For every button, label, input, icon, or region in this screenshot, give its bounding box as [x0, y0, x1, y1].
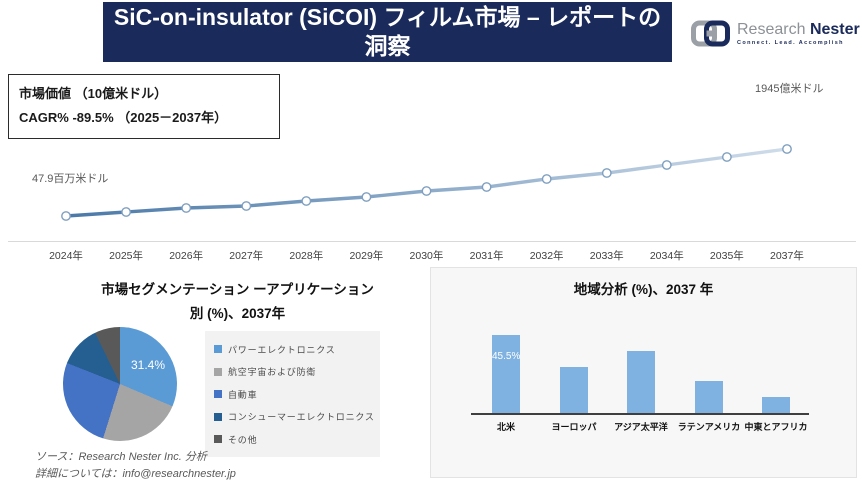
line-marker	[722, 152, 732, 162]
line-marker	[782, 144, 792, 154]
legend-label: 自動車	[228, 389, 258, 400]
x-axis-line	[8, 241, 856, 242]
pie-chart-title-line2: 別 (%)、2037年	[189, 305, 286, 321]
bar-chart-title: 地域分析 (%)、2037 年	[573, 282, 714, 297]
company-logo: Research Nester Connect. Lead. Accomplis…	[690, 10, 860, 58]
bar	[627, 350, 655, 413]
legend-swatch	[214, 412, 222, 421]
bar: 45.5%	[492, 335, 520, 413]
pie-legend: パワーエレクトロニクス 航空宇宙および防衛 自動車コンシューマーエレクトロニクス その…	[205, 331, 380, 457]
x-axis-label: 2026年	[169, 250, 204, 262]
legend-swatch	[214, 367, 222, 376]
line-marker	[301, 196, 312, 206]
line-marker	[241, 201, 252, 211]
line-marker	[481, 182, 492, 192]
legend-swatch	[214, 435, 222, 444]
bar-category-label: 中東とアフリカ	[744, 422, 808, 432]
legend-label: 航空宇宙および防衛	[228, 367, 317, 378]
line-marker	[121, 207, 132, 217]
application-pie-chart: 31.4%	[63, 327, 177, 441]
line-start-value-label: 47.9百万米ドル	[32, 173, 109, 185]
line-marker	[661, 160, 672, 170]
line-marker	[361, 192, 372, 202]
source-note: ソース：Research Nester Inc. 分析 詳細については：info…	[35, 449, 236, 482]
cagr-label: CAGR% -89.5% （2025－2037年）	[19, 110, 228, 126]
research-nester-logo-icon	[691, 20, 730, 47]
legend-item: パワーエレクトロニクス	[214, 338, 372, 361]
line-marker	[181, 203, 192, 213]
pie-chart-title-line1: 市場セグメンテーション ーアプリケーション	[101, 282, 374, 297]
legend-item: コンシューマーエレクトロニクス	[214, 406, 375, 429]
logo-name-primary: Research	[737, 20, 806, 38]
legend-label: パワーエレクトロニクス	[228, 344, 336, 355]
line-series	[64, 147, 789, 218]
legend-label: コンシューマーエレクトロニクス	[228, 412, 375, 423]
bar-chart-baseline	[471, 413, 809, 415]
page-title: SiC-on-insulator (SiCOI) フィルム市場 – レポートの洞…	[113, 4, 662, 59]
legend-swatch	[214, 345, 222, 354]
logo-text: Research Nester Connect. Lead. Accomplis…	[737, 20, 860, 47]
line-marker	[421, 186, 432, 196]
x-axis-label: 2027年	[229, 250, 264, 262]
legend-item: その他	[214, 428, 372, 451]
source-line: ソース：Research Nester Inc. 分析	[35, 451, 207, 463]
bar	[762, 396, 790, 413]
legend-label: その他	[228, 434, 258, 445]
x-axis-label: 2024年	[49, 250, 83, 262]
x-axis-label: 2037年	[770, 250, 804, 262]
bar-category-label: アジア太平洋	[614, 422, 668, 432]
bar-category-label: ラテンアメリカ	[677, 422, 741, 432]
x-axis-label: 2029年	[349, 250, 384, 262]
line-marker	[61, 211, 71, 221]
line-marker	[541, 174, 552, 184]
x-axis-label: 2025年	[109, 250, 143, 262]
x-axis-label: 2033年	[589, 250, 624, 262]
header-banner: SiC-on-insulator (SiCOI) フィルム市場 – レポートの洞…	[103, 2, 672, 62]
bar	[560, 366, 588, 413]
legend-swatch	[214, 390, 222, 399]
bar-category-label: 北米	[496, 422, 515, 432]
bar-value-label: 45.5%	[492, 351, 521, 363]
market-growth-line-chart	[61, 144, 792, 221]
x-axis-labels: 2024年 2025年 2026年 2027年 2028年 2029年 2030年 2031年…	[36, 248, 817, 263]
logo-tagline: Connect. Lead. Accomplish	[737, 39, 844, 46]
regional-analysis-panel: 地域分析 (%)、2037 年 45.5% 北米 ヨーロッパ アジア太平洋 ラテンアメリ…	[430, 267, 857, 478]
logo-name: Research Nester	[737, 20, 860, 38]
pie-slice-value-label: 31.4%	[130, 358, 166, 372]
x-axis-label: 2028年	[289, 250, 324, 262]
x-axis-label: 2035年	[709, 250, 744, 262]
x-axis-label: 2032年	[529, 250, 564, 262]
regional-bar-chart: 45.5% 北米 ヨーロッパ アジア太平洋 ラテンアメリカ 中東とアフリカ	[431, 268, 856, 477]
market-value-box: 市場価値 （10億米ドル） CAGR% -89.5% （2025－2037年）	[8, 74, 280, 140]
x-axis-label: 2030年	[409, 250, 444, 262]
bar-category-label: ヨーロッパ	[551, 422, 597, 432]
x-axis-label: 2031年	[469, 250, 504, 262]
legend-item: 航空宇宙および防衛	[214, 361, 372, 384]
market-value-label: 市場価値 （10億米ドル）	[19, 86, 168, 101]
logo-name-secondary: Nester	[809, 20, 860, 38]
contact-line: 詳細については：info@researchnester.jp	[35, 467, 236, 480]
legend-item: 自動車	[214, 383, 372, 406]
line-marker	[601, 168, 612, 178]
pie-chart-title: 市場セグメンテーション ーアプリケーション 別 (%)、2037年	[55, 278, 420, 325]
line-end-value-label: 1945億米ドル	[755, 83, 824, 95]
bar	[695, 381, 723, 413]
x-axis-label: 2034年	[649, 250, 684, 262]
